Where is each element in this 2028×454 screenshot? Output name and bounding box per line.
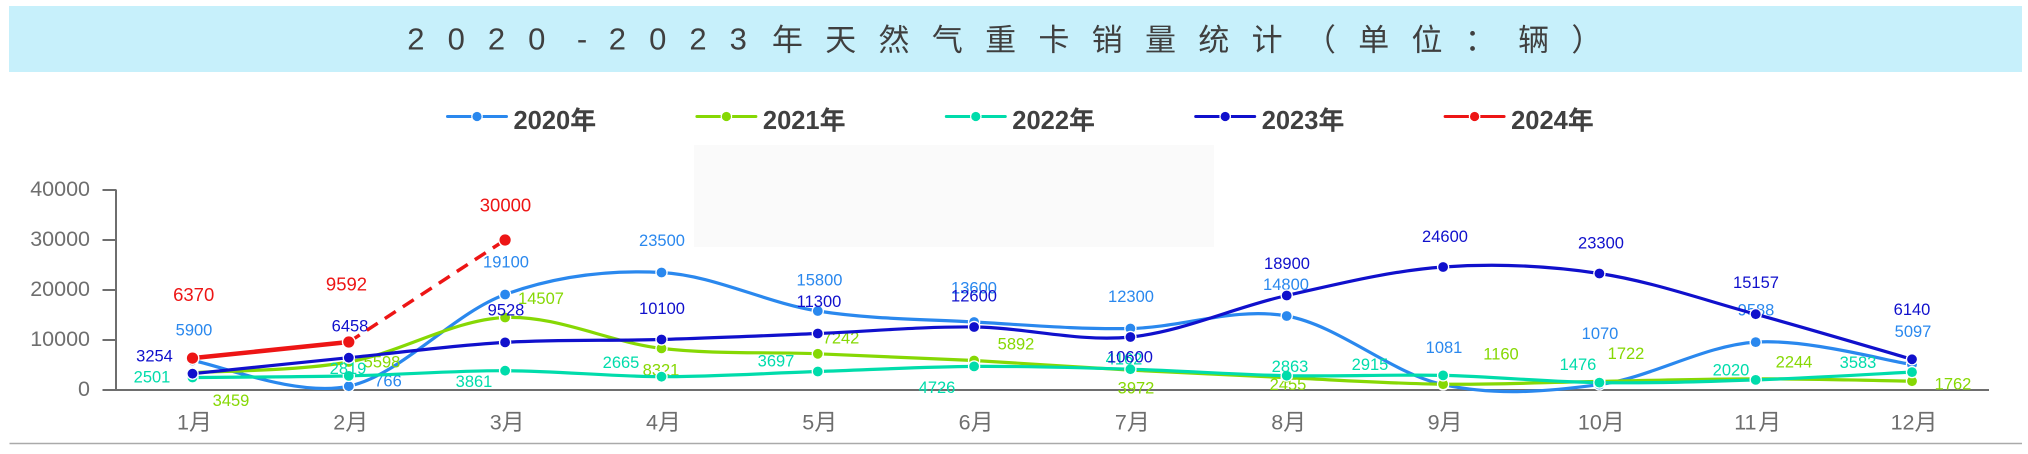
svg-text:6: 6: [959, 411, 971, 435]
svg-text:5598: 5598: [364, 354, 401, 372]
svg-text:18900: 18900: [1264, 255, 1310, 273]
svg-text:30000: 30000: [30, 227, 90, 251]
svg-text:6370: 6370: [173, 284, 214, 305]
svg-text:15800: 15800: [797, 272, 843, 290]
svg-text:2024: 2024: [1511, 107, 1569, 135]
svg-text:5: 5: [802, 411, 814, 435]
svg-text:1070: 1070: [1582, 325, 1619, 343]
svg-text:10100: 10100: [639, 300, 685, 318]
svg-text:3697: 3697: [758, 353, 795, 371]
svg-text:7: 7: [1115, 411, 1127, 435]
svg-text:3459: 3459: [213, 392, 250, 410]
svg-text:4: 4: [646, 411, 658, 435]
svg-text:2863: 2863: [1272, 358, 1309, 376]
svg-text:6140: 6140: [1894, 301, 1931, 319]
svg-text:12: 12: [1891, 411, 1915, 435]
svg-text:2501: 2501: [134, 369, 171, 387]
svg-text:13600: 13600: [951, 280, 997, 298]
svg-text:2020-2023: 2020-2023: [407, 22, 747, 57]
svg-text:1160: 1160: [1483, 346, 1518, 364]
svg-text:11: 11: [1734, 411, 1756, 435]
svg-text:3254: 3254: [136, 348, 173, 366]
svg-text:1081: 1081: [1426, 339, 1463, 357]
svg-text:5900: 5900: [176, 322, 213, 340]
svg-text:15157: 15157: [1733, 274, 1779, 292]
svg-text:2023: 2023: [1262, 107, 1319, 135]
svg-text:40000: 40000: [30, 177, 90, 201]
svg-text:9528: 9528: [488, 302, 525, 320]
svg-text:2665: 2665: [603, 354, 640, 372]
svg-text:2244: 2244: [1776, 354, 1813, 372]
svg-text:23500: 23500: [639, 232, 685, 250]
svg-text:3972: 3972: [1118, 380, 1155, 398]
svg-text:2915: 2915: [1352, 356, 1389, 374]
svg-text:2020: 2020: [514, 107, 571, 135]
svg-text:30000: 30000: [480, 195, 531, 216]
svg-text:4162: 4162: [1106, 351, 1143, 369]
svg-text:766: 766: [374, 373, 402, 391]
svg-text:1722: 1722: [1608, 345, 1645, 363]
svg-text:2021: 2021: [763, 107, 820, 135]
svg-text:1476: 1476: [1560, 356, 1597, 374]
svg-text:19100: 19100: [483, 254, 529, 272]
svg-text:6458: 6458: [332, 318, 369, 336]
svg-text:3: 3: [490, 411, 502, 435]
svg-text:10600: 10600: [1107, 349, 1153, 367]
svg-text:24600: 24600: [1422, 228, 1468, 246]
svg-text:2022: 2022: [1012, 107, 1069, 135]
svg-text:14800: 14800: [1263, 276, 1309, 294]
svg-text:8: 8: [1271, 411, 1283, 435]
svg-text:2: 2: [333, 411, 345, 435]
svg-text:23300: 23300: [1578, 235, 1624, 253]
svg-text:1: 1: [177, 411, 189, 435]
svg-text:0: 0: [78, 377, 90, 401]
svg-text:2819: 2819: [330, 360, 367, 378]
svg-text:2455: 2455: [1270, 376, 1307, 394]
svg-text:10000: 10000: [30, 327, 90, 351]
svg-text:20000: 20000: [30, 277, 90, 301]
svg-text:1762: 1762: [1935, 376, 1972, 394]
svg-text:3583: 3583: [1840, 354, 1877, 372]
svg-text:2020: 2020: [1713, 362, 1750, 380]
svg-text:11300: 11300: [797, 293, 842, 311]
svg-text:5892: 5892: [998, 336, 1035, 354]
svg-text:5097: 5097: [1895, 323, 1932, 341]
svg-text:9592: 9592: [326, 274, 367, 295]
svg-text:12300: 12300: [1108, 288, 1154, 306]
svg-text:4726: 4726: [919, 379, 956, 397]
svg-text:12600: 12600: [951, 288, 997, 306]
svg-text:9: 9: [1428, 411, 1440, 435]
svg-text:10: 10: [1578, 411, 1602, 435]
svg-text:3861: 3861: [456, 373, 493, 391]
svg-text:14507: 14507: [518, 290, 564, 308]
